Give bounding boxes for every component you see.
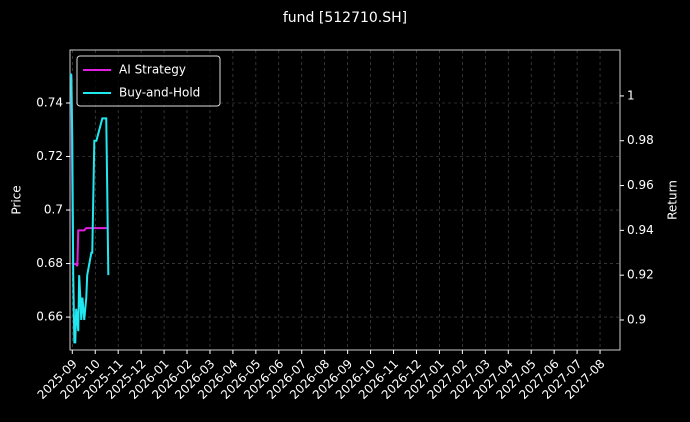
- y-tick-label: 0.66: [36, 310, 63, 324]
- legend-label: AI Strategy: [119, 63, 186, 77]
- y-tick-label: 0.68: [36, 256, 63, 270]
- chart-title: fund [512710.SH]: [283, 10, 407, 26]
- y2-axis-label: Return: [666, 180, 680, 220]
- y2-tick-label: 0.9: [627, 312, 646, 326]
- y2-tick-label: 0.96: [627, 178, 654, 192]
- series-line: [69, 73, 110, 344]
- y2-tick-label: 0.98: [627, 133, 654, 147]
- legend-box: [76, 55, 221, 107]
- y2-tick-label: 1: [627, 88, 635, 102]
- y-tick-label: 0.74: [36, 95, 63, 109]
- y-tick-label: 0.72: [36, 149, 63, 163]
- y-axis-label: Price: [10, 185, 24, 214]
- legend-label: Buy-and-Hold: [119, 86, 200, 100]
- y2-tick-label: 0.94: [627, 223, 654, 237]
- y2-tick-label: 0.92: [627, 268, 654, 282]
- plot-frame: [69, 49, 621, 351]
- y-tick-label: 0.7: [44, 203, 63, 217]
